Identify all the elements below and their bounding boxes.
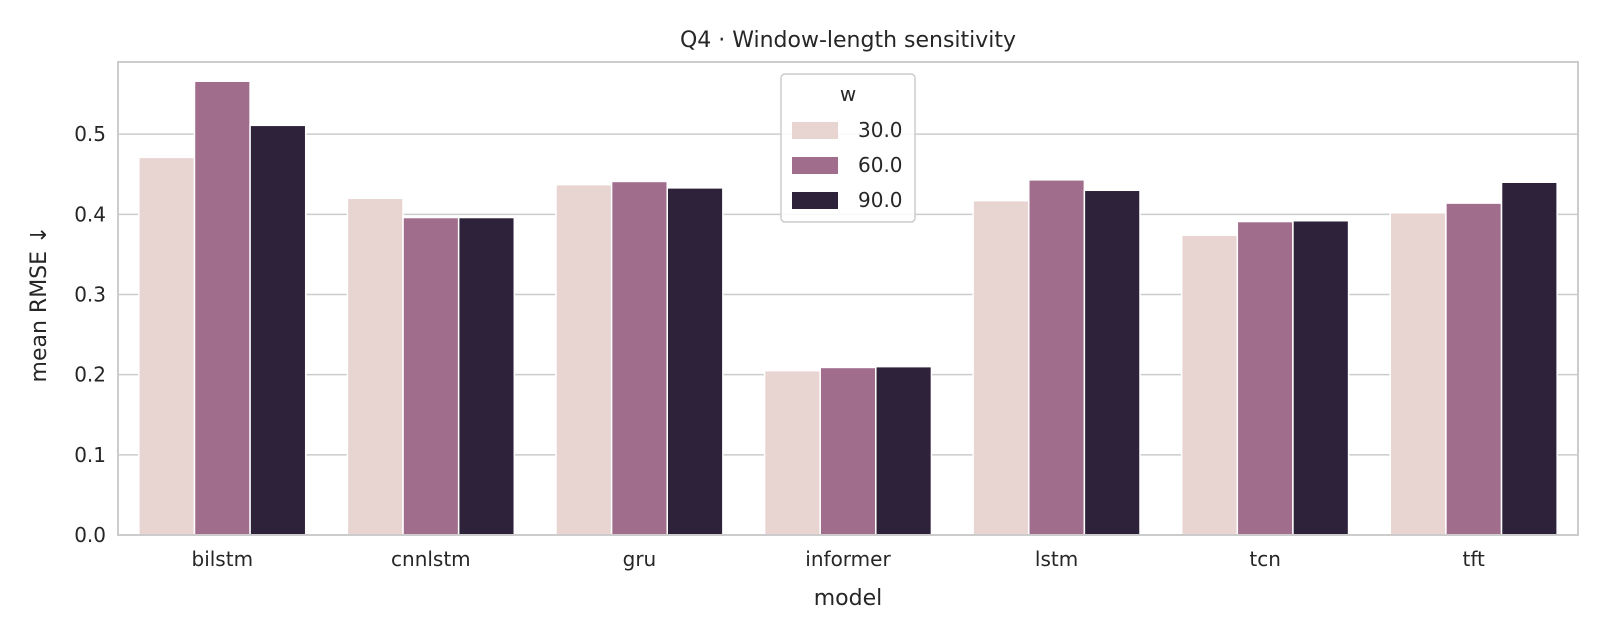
y-tick-label: 0.1	[74, 443, 106, 467]
y-tick-label: 0.4	[74, 202, 106, 226]
bar-tft-w90.0	[1500, 181, 1558, 536]
x-tick-label: tft	[1463, 547, 1486, 571]
bar-cnnlstm-w30.0	[346, 197, 404, 536]
bar-bilstm-w30.0	[138, 156, 196, 536]
bar-tcn-w60.0	[1236, 220, 1294, 536]
chart-title: Q4 · Window-length sensitivity	[680, 28, 1016, 53]
legend-swatch	[792, 192, 838, 209]
bar-tcn-w30.0	[1180, 234, 1239, 536]
x-axis-label: model	[814, 586, 883, 611]
x-tick-label: lstm	[1035, 547, 1078, 571]
bar-lstm-w90.0	[1083, 189, 1141, 536]
bar-informer-w90.0	[875, 365, 933, 536]
legend-swatch	[792, 157, 838, 174]
y-tick-label: 0.0	[74, 523, 106, 547]
bar-gru-w60.0	[610, 180, 668, 536]
bar-cnnlstm-w60.0	[402, 216, 460, 536]
bar-bilstm-w60.0	[193, 80, 251, 536]
bar-bilstm-w90.0	[249, 124, 307, 536]
bar-informer-w30.0	[763, 369, 821, 536]
bar-tft-w30.0	[1389, 211, 1447, 536]
x-tick-label: bilstm	[192, 547, 254, 571]
y-tick-label: 0.2	[74, 363, 106, 387]
bar-tcn-w90.0	[1292, 219, 1350, 536]
legend-label: 90.0	[858, 188, 903, 212]
legend-label: 30.0	[858, 118, 903, 142]
bar-lstm-w60.0	[1028, 179, 1086, 536]
bars	[138, 80, 1558, 536]
bar-gru-w30.0	[555, 183, 613, 536]
bar-cnnlstm-w90.0	[457, 216, 516, 536]
plot-frame	[117, 61, 1579, 536]
x-tick-label: gru	[623, 547, 657, 571]
y-tick-label: 0.3	[74, 282, 106, 306]
x-tick-label: cnnlstm	[391, 547, 471, 571]
bar-lstm-w30.0	[972, 199, 1030, 536]
legend-box	[780, 73, 916, 223]
y-tick-label: 0.5	[74, 122, 106, 146]
x-tick-label: tcn	[1249, 547, 1281, 571]
legend-label: 60.0	[858, 153, 903, 177]
y-axis-label: mean RMSE ↓	[27, 226, 52, 383]
bar-informer-w60.0	[819, 366, 877, 536]
legend-title: w	[840, 82, 856, 106]
bar-gru-w90.0	[666, 187, 724, 536]
y-tick-labels: 0.0 0.1 0.2 0.3 0.4 0.5	[74, 122, 106, 547]
legend-swatch	[792, 122, 838, 139]
x-tick-label: informer	[805, 547, 891, 571]
legend: w 30.0 60.0 90.0	[780, 73, 916, 223]
bar-tft-w60.0	[1445, 202, 1503, 536]
x-tick-labels: bilstm cnnlstm gru informer lstm tcn tft	[192, 547, 1486, 571]
